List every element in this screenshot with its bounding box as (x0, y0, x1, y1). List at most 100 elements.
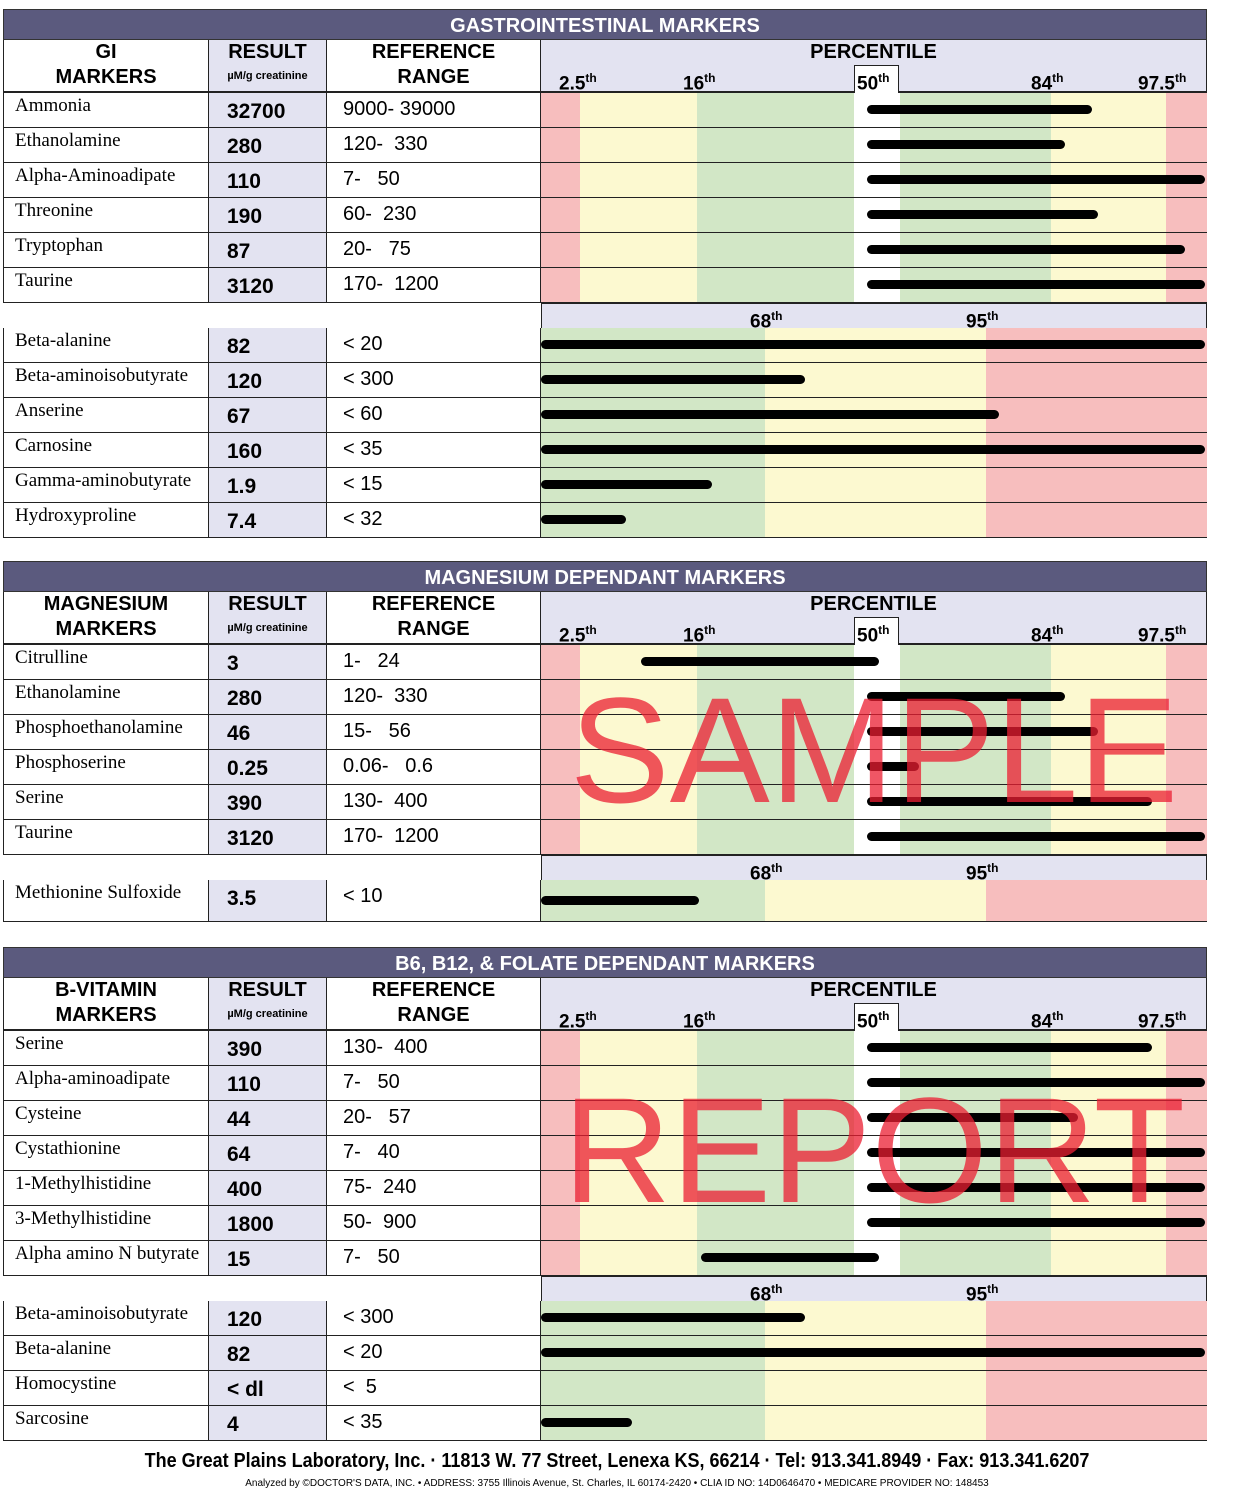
table-row: Ammonia 32700 9000- 39000 (3, 93, 1207, 128)
band-yellow (765, 880, 986, 921)
result-bar (867, 1218, 1205, 1227)
band-green (697, 233, 854, 267)
percentile-chart (541, 1406, 1207, 1440)
band-red (541, 1206, 580, 1240)
band-yellow (580, 163, 697, 197)
marker-name: Carnosine (3, 433, 209, 467)
marker-name: Serine (3, 785, 209, 819)
table-row: Methionine Sulfoxide 3.5 < 10 (3, 880, 1207, 922)
percentile-title: PERCENTILE (810, 41, 937, 63)
result-value: 46 (209, 715, 327, 749)
threshold-scale: 68th 95th (541, 303, 1207, 332)
marker-name: Beta-alanine (3, 328, 209, 362)
band-green (697, 128, 854, 162)
result-value: 3 (209, 645, 327, 679)
result-bar (867, 762, 919, 771)
table-row: Beta-alanine 82 < 20 (3, 328, 1207, 363)
threshold-header: 68th 95th (3, 1276, 1207, 1305)
marker-name: 3-Methylhistidine (3, 1206, 209, 1240)
threshold-scale: 68th 95th (541, 1276, 1207, 1305)
tick-value: 50 (857, 73, 879, 95)
section-title: MAGNESIUM DEPENDANT MARKERS (3, 561, 1207, 592)
reference-range: < 300 (327, 1301, 541, 1335)
table-row: Taurine 3120 170- 1200 (3, 820, 1207, 855)
percentile-chart (541, 1136, 1207, 1170)
band-yellow (580, 1206, 697, 1240)
analyzed-by: Analyzed by ©DOCTOR'S DATA, INC. • ADDRE… (245, 1478, 989, 1489)
tick-suffix: th (878, 71, 890, 85)
reference-range: 130- 400 (327, 785, 541, 819)
reference-range: 60- 230 (327, 198, 541, 232)
result-value: 120 (209, 363, 327, 397)
section-title: GASTROINTESTINAL MARKERS (3, 9, 1207, 40)
tick-value: 2.5 (559, 625, 586, 647)
band-red (1166, 198, 1207, 232)
ref-line1: REFERENCE (371, 979, 496, 1001)
percentile-title: PERCENTILE (810, 979, 937, 1001)
band-red (1166, 93, 1207, 127)
percentile-title: PERCENTILE (810, 593, 937, 615)
tick-value: 84 (1031, 73, 1053, 95)
result-value: 160 (209, 433, 327, 467)
tick-suffix: th (987, 1282, 999, 1296)
markers-header-line1: MAGNESIUM (43, 593, 169, 615)
result-value: 120 (209, 1301, 327, 1335)
result-value: < dl (209, 1371, 327, 1405)
tick-value: 16 (683, 625, 705, 647)
result-bar (867, 832, 1205, 841)
spacer (3, 1276, 209, 1301)
band-red (541, 93, 580, 127)
percentile-tick: 16th (683, 67, 715, 95)
band-red (541, 128, 580, 162)
percentile-tick: 84th (1031, 67, 1063, 95)
band-red (541, 820, 580, 854)
band-red (541, 680, 580, 714)
median-marker: 50th (854, 65, 899, 95)
tick-value: 2.5 (559, 1011, 586, 1033)
percentile-chart (541, 1241, 1207, 1275)
threshold-tick: 95th (966, 857, 998, 885)
column-header: B-VITAMIN MARKERS RESULT µM/g creatinine REF… (3, 978, 1207, 1033)
band-green (697, 1171, 854, 1205)
result-header: RESULT µM/g creatinine (209, 40, 327, 91)
band-red (986, 503, 1207, 537)
percentile-tick: 50th (857, 1005, 889, 1033)
unit-label: µM/g creatinine (227, 70, 308, 82)
ref-line1: REFERENCE (371, 41, 496, 63)
unit-label: µM/g creatinine (227, 1008, 308, 1020)
threshold-header: 68th 95th (3, 303, 1207, 332)
percentile-chart (541, 645, 1207, 679)
band-red (1166, 785, 1207, 819)
spacer (209, 855, 327, 880)
band-yellow (1051, 645, 1166, 679)
tick-suffix: th (704, 1009, 716, 1023)
reference-header: REFERENCE RANGE (327, 978, 541, 1029)
result-value: 4 (209, 1406, 327, 1440)
result-value: 400 (209, 1171, 327, 1205)
band-yellow (580, 1136, 697, 1170)
reference-range: 170- 1200 (327, 820, 541, 854)
percentile-chart (541, 468, 1207, 502)
tick-value: 68 (750, 311, 772, 333)
band-yellow (580, 93, 697, 127)
result-bar (867, 692, 1066, 701)
table-row: Serine 390 130- 400 (3, 1031, 1207, 1066)
threshold-header: 68th 95th (3, 855, 1207, 884)
band-yellow (580, 128, 697, 162)
band-yellow (580, 1241, 697, 1275)
result-value: 280 (209, 680, 327, 714)
band-yellow (580, 1066, 697, 1100)
reference-header: REFERENCE RANGE (327, 40, 541, 91)
percentile-tick: 84th (1031, 619, 1063, 647)
band-green (900, 1241, 1051, 1275)
tick-suffix: th (585, 1009, 597, 1023)
band-red (541, 233, 580, 267)
band-red (986, 398, 1207, 432)
tick-suffix: th (878, 623, 890, 637)
table-row: Gamma-aminobutyrate 1.9 < 15 (3, 468, 1207, 503)
marker-name: Alpha-Aminoadipate (3, 163, 209, 197)
band-red (541, 1066, 580, 1100)
band-red (1166, 1241, 1207, 1275)
marker-name: Phosphoserine (3, 750, 209, 784)
band-green (697, 93, 854, 127)
